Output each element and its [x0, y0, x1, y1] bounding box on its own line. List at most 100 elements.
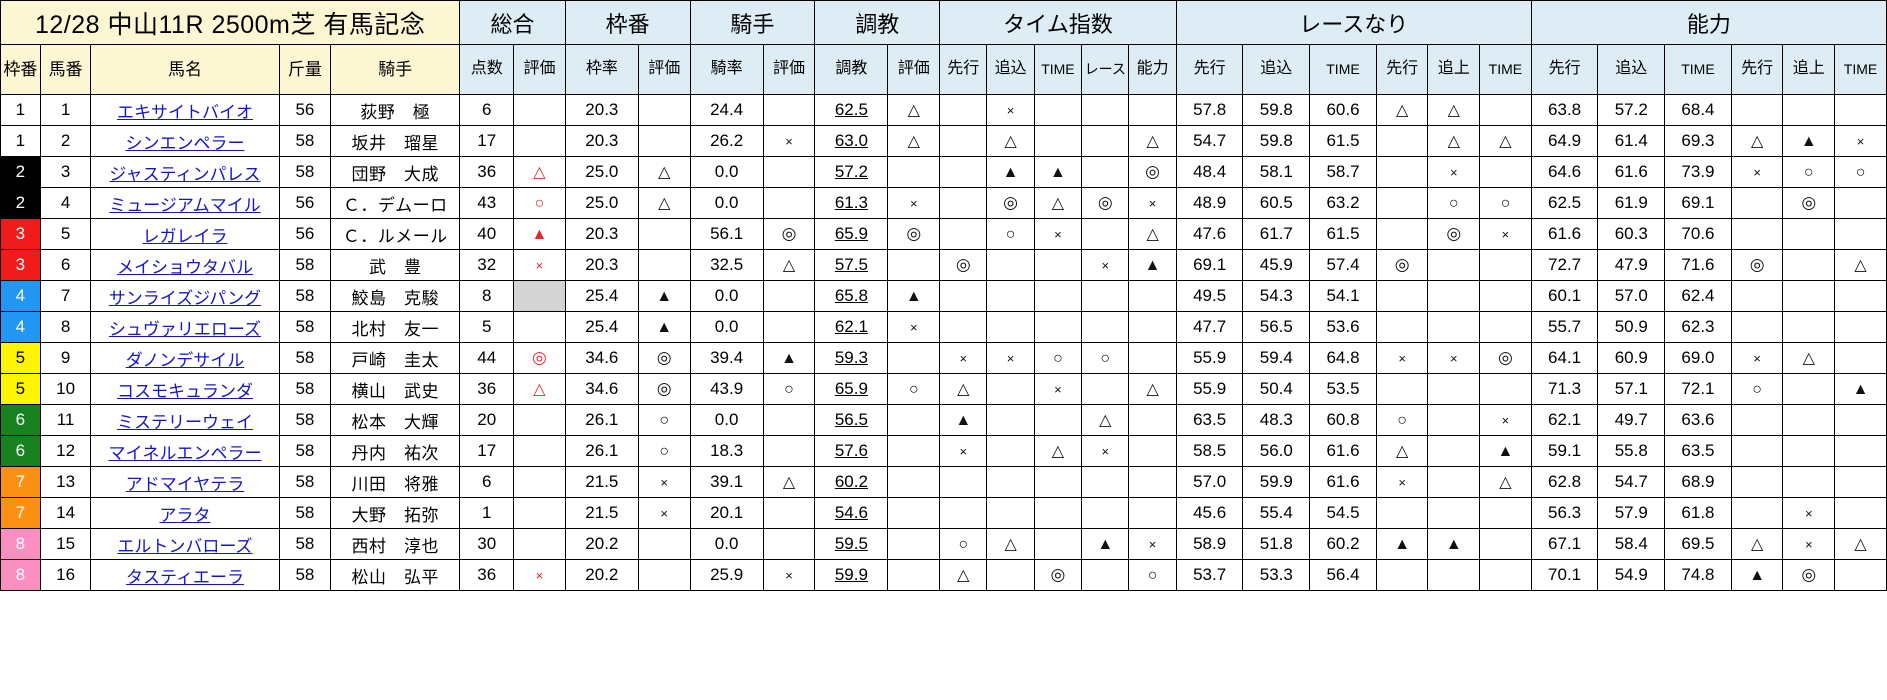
cell-jockey: 戸崎 圭太: [330, 342, 461, 374]
cell-sogo-hyoka: ×: [513, 559, 566, 591]
horse-name-link[interactable]: サンライズジパング: [108, 288, 262, 308]
horse-name-link[interactable]: シンエンペラー: [125, 133, 245, 153]
cell-horse-name[interactable]: シュヴァリエローズ: [90, 311, 280, 343]
cell-rn-time: 58.7: [1309, 156, 1377, 188]
cell-horse-name[interactable]: エルトンバローズ: [90, 528, 280, 560]
cell-nr-time: 62.3: [1664, 311, 1732, 343]
mark-glyph: ×: [1449, 165, 1458, 180]
cell-chokyo-link[interactable]: 62.1: [814, 311, 889, 343]
horse-name-link[interactable]: タスティエーラ: [125, 567, 244, 587]
cell-horse-name[interactable]: マイネルエンペラー: [90, 435, 280, 467]
horse-name-link[interactable]: マイネルエンペラー: [108, 443, 262, 463]
cell-chokyo-link[interactable]: 57.5: [814, 249, 889, 281]
horse-name-link[interactable]: シュヴァリエローズ: [108, 319, 262, 339]
cell-horse-name[interactable]: コスモキュランダ: [90, 373, 280, 405]
cell-rn-oiue: △: [1427, 125, 1481, 157]
cell-waku-hyoka: ◎: [637, 342, 691, 374]
cell-horse-name[interactable]: シンエンペラー: [90, 125, 280, 157]
cell-uma: 2: [39, 125, 92, 157]
cell-chokyo-link[interactable]: 59.9: [814, 559, 889, 591]
cell-wakuban: 8: [0, 528, 41, 560]
horse-name-link[interactable]: コスモキュランダ: [116, 381, 253, 401]
mark-glyph: ×: [1804, 506, 1813, 521]
cell-sogo-hyoka: ○: [513, 187, 566, 219]
cell-horse-name[interactable]: アドマイヤテラ: [90, 466, 280, 498]
mark-glyph: ▲: [1050, 164, 1066, 181]
cell-sogo-ten: 30: [459, 528, 515, 560]
cell-rn-time2: ×: [1479, 218, 1532, 250]
cell-rn-time2: [1479, 497, 1532, 529]
cell-sogo-ten: 6: [459, 94, 515, 126]
cell-waku-ritsu: 26.1: [564, 404, 639, 436]
cell-horse-name[interactable]: サンライズジパング: [90, 280, 280, 312]
horse-name-link[interactable]: アラタ: [159, 505, 211, 525]
mark-glyph: △: [1802, 350, 1815, 367]
cell-waku-hyoka: △: [637, 156, 691, 188]
cell-chokyo-link[interactable]: 57.2: [814, 156, 889, 188]
cell-chokyo-link[interactable]: 65.8: [814, 280, 889, 312]
cell-waku-hyoka: ×: [637, 497, 691, 529]
cell-chokyo-link[interactable]: 60.2: [814, 466, 889, 498]
cell-horse-name[interactable]: ダノンデサイル: [90, 342, 280, 374]
cell-nr-senko: 63.8: [1530, 94, 1599, 126]
cell-t-noryoku: ▲: [1128, 249, 1177, 281]
cell-chokyo-link[interactable]: 61.3: [814, 187, 889, 219]
cell-rn-time: 61.6: [1309, 435, 1377, 467]
cell-chokyo-link[interactable]: 54.6: [814, 497, 889, 529]
cell-nr-time2: [1834, 435, 1887, 467]
cell-kishu-hyoka: ×: [762, 125, 816, 157]
cell-horse-name[interactable]: エキサイトバイオ: [90, 94, 280, 126]
cell-nr-senko2: △: [1730, 528, 1784, 560]
cell-kinryo: 58: [278, 373, 332, 405]
cell-t-race: [1081, 125, 1130, 157]
cell-horse-name[interactable]: ミステリーウェイ: [90, 404, 280, 436]
cell-chokyo-link[interactable]: 62.5: [814, 94, 889, 126]
horse-name-link[interactable]: ミステリーウェイ: [116, 412, 253, 432]
cell-nr-senko: 64.1: [1530, 342, 1599, 374]
cell-chokyo-link[interactable]: 57.6: [814, 435, 889, 467]
col-header-nr-oiue: 追上: [1782, 44, 1836, 95]
cell-rn-oiue: △: [1427, 94, 1481, 126]
horse-name-link[interactable]: ミュージアムマイル: [109, 195, 261, 215]
cell-kinryo: 58: [278, 280, 332, 312]
cell-rn-oikomi: 45.9: [1242, 249, 1311, 281]
mark-glyph: ×: [1804, 537, 1813, 552]
cell-t-senko: [939, 280, 988, 312]
cell-horse-name[interactable]: メイショウタバル: [90, 249, 280, 281]
cell-t-race: [1081, 466, 1130, 498]
cell-t-race: [1081, 373, 1130, 405]
cell-chokyo-link[interactable]: 59.5: [814, 528, 889, 560]
cell-horse-name[interactable]: タスティエーラ: [90, 559, 280, 591]
cell-nr-time: 70.6: [1664, 218, 1732, 250]
horse-name-link[interactable]: ジャスティンパレス: [109, 164, 261, 184]
cell-horse-name[interactable]: レガレイラ: [90, 218, 280, 250]
cell-kishu-ritsu: 26.2: [689, 125, 764, 157]
mark-glyph: ×: [1148, 196, 1157, 211]
horse-name-link[interactable]: レガレイラ: [142, 226, 228, 246]
col-header-waku-hyoka: 評価: [637, 44, 691, 95]
mark-glyph: ×: [1054, 227, 1062, 242]
cell-horse-name[interactable]: ミュージアムマイル: [90, 187, 280, 219]
cell-wakuban: 2: [0, 187, 41, 219]
cell-chokyo-link[interactable]: 56.5: [814, 404, 889, 436]
horse-name-link[interactable]: アドマイヤテラ: [125, 474, 245, 494]
horse-name-link[interactable]: エキサイトバイオ: [116, 102, 253, 122]
cell-nr-oikomi: 50.9: [1597, 311, 1666, 343]
cell-chokyo-link[interactable]: 63.0: [814, 125, 889, 157]
cell-sogo-ten: 32: [459, 249, 515, 281]
horse-name-link[interactable]: エルトンバローズ: [117, 536, 253, 556]
cell-sogo-ten: 36: [459, 156, 515, 188]
cell-horse-name[interactable]: アラタ: [90, 497, 280, 529]
cell-waku-hyoka: [637, 94, 691, 126]
cell-chokyo-link[interactable]: 59.3: [814, 342, 889, 374]
horse-name-link[interactable]: ダノンデサイル: [125, 350, 245, 370]
cell-chokyo-link[interactable]: 65.9: [814, 373, 889, 405]
horse-name-link[interactable]: メイショウタバル: [116, 257, 253, 277]
cell-chokyo-link[interactable]: 65.9: [814, 218, 889, 250]
cell-nr-oikomi: 58.4: [1597, 528, 1666, 560]
cell-wakuban: 4: [0, 280, 41, 312]
cell-t-oikomi: [986, 497, 1035, 529]
cell-rn-senko2: [1375, 311, 1429, 343]
cell-horse-name[interactable]: ジャスティンパレス: [90, 156, 280, 188]
cell-t-noryoku: ×: [1128, 528, 1177, 560]
